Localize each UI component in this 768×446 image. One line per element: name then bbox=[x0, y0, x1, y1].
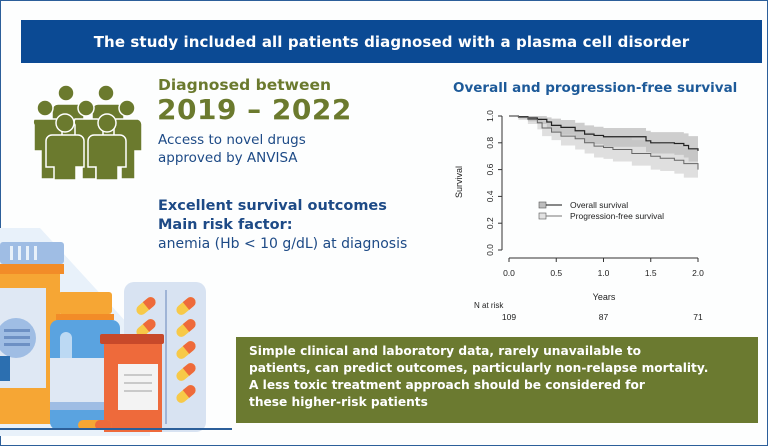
y-tick-label: 1.0 bbox=[485, 110, 495, 122]
y-tick-label: 0.0 bbox=[485, 244, 495, 256]
conclusion-line-3: A less toxic treatment approach should b… bbox=[249, 378, 645, 392]
pill-icon bbox=[176, 297, 196, 315]
banner-text: The study included all patients diagnose… bbox=[93, 32, 690, 51]
x-tick-label: 1.0 bbox=[598, 268, 610, 278]
x-tick-label: 0.5 bbox=[550, 268, 562, 278]
risk-table-value: 71 bbox=[693, 312, 703, 322]
shelf-line bbox=[0, 428, 232, 430]
pill-icon bbox=[136, 297, 156, 315]
diagnosed-label: Diagnosed between bbox=[158, 76, 332, 94]
y-tick-label: 0.2 bbox=[485, 217, 495, 229]
legend-swatch-pfs bbox=[538, 212, 547, 220]
y-tick-label: 0.6 bbox=[485, 163, 495, 175]
x-tick-label: 1.5 bbox=[645, 268, 657, 278]
x-tick-label: 0.0 bbox=[503, 268, 515, 278]
os-confidence-band bbox=[509, 116, 698, 165]
pfs-curve bbox=[509, 115, 699, 170]
conclusion-box: Simple clinical and laboratory data, rar… bbox=[236, 337, 758, 423]
pill-icon bbox=[176, 341, 196, 359]
survival-chart: 0.0 0.2 0.4 0.6 0.8 1.0 0.0 0.5 1.0 1.5 2.0 Surviv… bbox=[454, 110, 704, 322]
legend-label-pfs: Progression-free survival bbox=[570, 211, 664, 221]
conclusion-line-2: patients, can predict outcomes, particul… bbox=[249, 361, 709, 375]
pill-icon bbox=[176, 319, 196, 337]
survival-outcomes-heading: Excellent survival outcomes bbox=[158, 198, 387, 214]
diagnosis-years: 2019 – 2022 bbox=[157, 93, 352, 126]
novel-drugs-note: Access to novel drugs approved by ANVISA bbox=[158, 131, 306, 167]
y-axis-label: Survival bbox=[454, 166, 464, 198]
y-tick-label: 0.4 bbox=[485, 190, 495, 202]
chart-legend: Overall survival Progression-free surviv… bbox=[538, 200, 664, 221]
os-curve bbox=[509, 115, 699, 151]
risk-table-value: 109 bbox=[502, 312, 516, 322]
group-of-people-icon bbox=[32, 84, 142, 180]
legend-swatch-os bbox=[538, 201, 547, 209]
header-banner: The study included all patients diagnose… bbox=[21, 20, 762, 63]
risk-factor-value: anemia (Hb < 10 g/dL) at diagnosis bbox=[158, 236, 408, 252]
pill-icon bbox=[176, 385, 196, 403]
medicine-bottles-and-pills-icon bbox=[0, 228, 206, 436]
risk-factor-label: Main risk factor: bbox=[158, 217, 293, 233]
pfs-confidence-band bbox=[509, 116, 698, 183]
chart-title: Overall and progression-free survival bbox=[453, 80, 738, 96]
risk-table-value: 87 bbox=[599, 312, 609, 322]
pill-icon bbox=[136, 319, 156, 337]
x-tick-label: 2.0 bbox=[692, 268, 704, 278]
conclusion-line-1: Simple clinical and laboratory data, rar… bbox=[249, 344, 642, 358]
conclusion-line-4: these higher-risk patients bbox=[249, 395, 428, 409]
access-line-2: approved by ANVISA bbox=[158, 150, 298, 166]
access-line-1: Access to novel drugs bbox=[158, 132, 306, 148]
legend-label-os: Overall survival bbox=[570, 200, 628, 210]
risk-table-label: N at risk bbox=[474, 301, 504, 310]
y-tick-label: 0.8 bbox=[485, 137, 495, 149]
pill-icon bbox=[176, 363, 196, 381]
x-axis-label: Years bbox=[593, 292, 616, 302]
